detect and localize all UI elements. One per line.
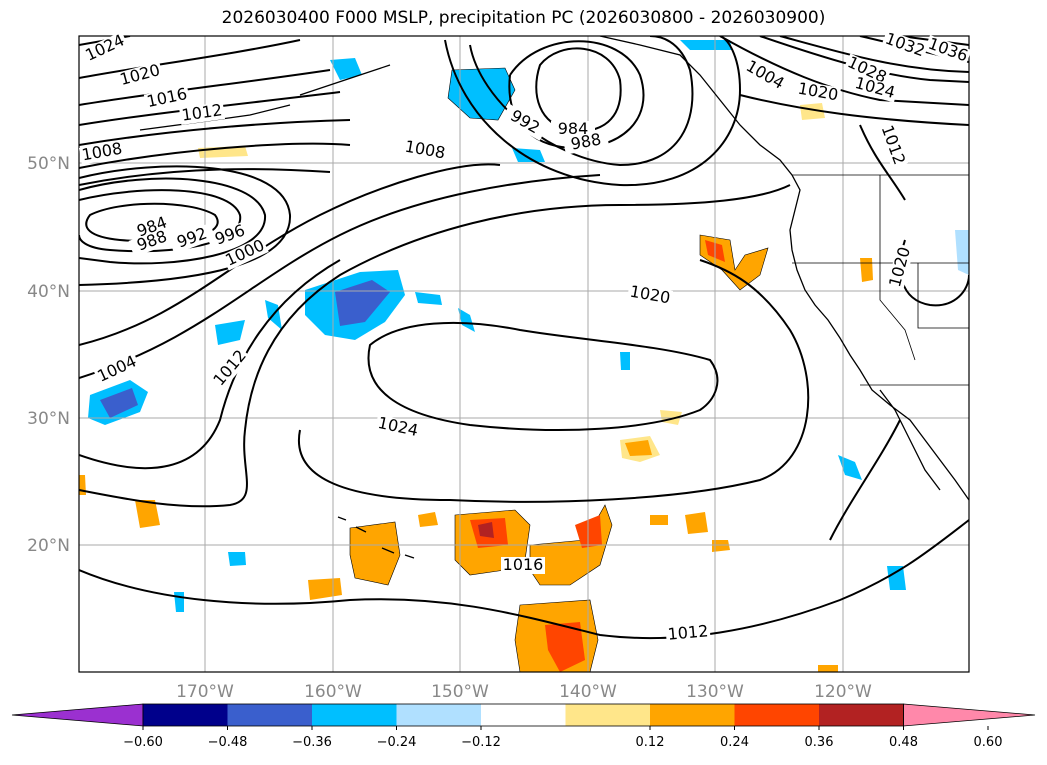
lat-label-30n: 30°N — [27, 409, 70, 429]
colorbar-tick-label: 0.24 — [720, 735, 749, 750]
isobar-label-bg — [81, 31, 129, 66]
isobar-label-bg — [93, 352, 141, 387]
isobar-label-bg — [179, 102, 226, 125]
isobar-label: 1012 — [667, 621, 709, 643]
colorbar-segment — [734, 704, 820, 726]
colorbar-tick-label: −0.48 — [208, 735, 248, 750]
isobar-label-bg — [209, 346, 252, 391]
isobar-label-bg — [877, 121, 909, 169]
colorbar-tick-label: −0.36 — [292, 735, 332, 750]
isobar-label-bg — [501, 557, 545, 574]
isobar-label-bg — [116, 61, 164, 90]
isobar-label-bg — [741, 57, 789, 94]
colorbar-segment — [396, 704, 482, 726]
colorbar-frame — [142, 703, 904, 727]
lat-label-40n: 40°N — [27, 282, 70, 302]
isobars — [79, 36, 969, 640]
isobar-label-bg — [501, 104, 549, 141]
isobar-label-bg — [206, 219, 254, 251]
colorbar-segment — [312, 704, 397, 726]
colorbar-tick-label: 0.12 — [636, 735, 665, 750]
coastlines — [139, 36, 969, 559]
isobar-label-bg — [843, 53, 891, 88]
lon-label-130w: 130°W — [686, 682, 744, 702]
isobar-label-bg — [78, 140, 126, 165]
isobar-label-bg — [374, 414, 422, 441]
isobar-label-bg — [562, 130, 610, 155]
isobar-label-bg — [794, 80, 842, 105]
colorbar-tick-label: −0.12 — [461, 735, 501, 750]
lon-label-150w: 150°W — [431, 682, 489, 702]
colorbar-extend-high — [903, 703, 1036, 727]
isobar-label: 1016 — [503, 555, 544, 574]
isobar-label-bg — [881, 29, 929, 61]
isobar-label-bg — [886, 243, 915, 291]
colorbar-segment — [565, 704, 651, 726]
colorbar-tick-label: −0.24 — [377, 735, 417, 750]
colorbar-tick-label: −0.60 — [123, 735, 163, 750]
colorbar-tick-label: 0.60 — [974, 735, 1003, 750]
lat-label-20n: 20°N — [27, 536, 70, 556]
map-title: 2026030400 F000 MSLP, precipitation PC (… — [221, 8, 826, 28]
isobar-label-bg — [128, 225, 176, 257]
isobar-label-bg — [221, 236, 269, 271]
colorbar-extend-low — [11, 703, 144, 727]
lon-label-140w: 140°W — [559, 682, 617, 702]
isobar-label-bg — [924, 34, 972, 66]
isobar-label-bg — [168, 222, 216, 254]
lon-label-120w: 120°W — [814, 682, 872, 702]
colorbar-tick-label: 0.36 — [805, 735, 834, 750]
isobar-label-bg — [401, 138, 449, 163]
colorbar-segment — [143, 704, 228, 726]
lon-label-160w: 160°W — [304, 682, 362, 702]
lat-label-50n: 50°N — [27, 154, 70, 174]
colorbar — [11, 703, 1036, 727]
isobar-label-bg — [665, 623, 711, 644]
colorbar-segment — [481, 704, 566, 726]
isobar-label-bg — [551, 121, 595, 138]
colorbar-ticks: −0.60 −0.48 −0.36 −0.24 −0.12 0.12 0.24 0.36 0.4… — [123, 726, 1002, 750]
isobar-label-bg — [626, 283, 674, 308]
state-borders — [792, 174, 969, 386]
isobar-label-bg — [851, 74, 899, 103]
colorbar-segment — [819, 704, 904, 726]
colorbar-segment — [650, 704, 735, 726]
colorbar-tick-label: 0.48 — [889, 735, 918, 750]
colorbar-segment — [227, 704, 313, 726]
isobar-label-bg — [143, 85, 191, 112]
isobar-label-bg — [128, 211, 176, 243]
isobar-label: 984 — [558, 119, 589, 138]
lon-label-170w: 170°W — [176, 682, 234, 702]
map-frame — [78, 35, 970, 673]
